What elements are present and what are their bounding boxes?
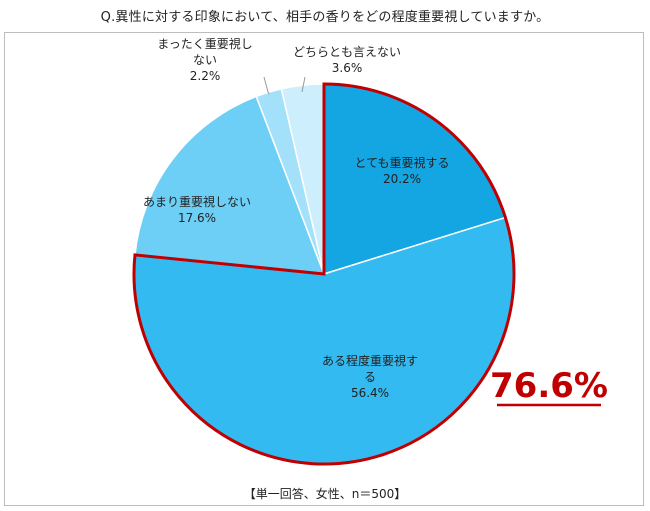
slice-value-label: 3.6% xyxy=(332,61,363,75)
slice-value-label: 56.4% xyxy=(351,386,389,400)
slice-value-label: 2.2% xyxy=(190,69,221,83)
slice-category-label: どちらとも言えない xyxy=(293,45,401,59)
slice-category-label: あまり重要視しない xyxy=(143,194,251,209)
leader-line xyxy=(263,76,270,95)
slice-category-label: まったく重要視し xyxy=(157,36,253,51)
highlight-outline xyxy=(132,82,516,466)
slice-category-label: ある程度重要視す xyxy=(322,353,418,368)
pie-slice xyxy=(134,95,326,275)
chart-title: Q.異性に対する印象において、相手の香りをどの程度重要視していますか。 xyxy=(100,10,550,25)
slice-category-label: とても重要視する xyxy=(354,155,449,170)
slice-category-label: る xyxy=(364,370,376,384)
slice-category-label: ない xyxy=(193,53,217,67)
leader-line xyxy=(301,76,306,93)
sample-note: 【単一回答、女性、n＝500】 xyxy=(243,487,407,501)
slice-value-label: 20.2% xyxy=(383,172,421,186)
slice-value-label: 17.6% xyxy=(178,211,216,225)
chart-frame xyxy=(4,32,644,506)
highlight-total-label: 76.6% xyxy=(490,366,608,406)
